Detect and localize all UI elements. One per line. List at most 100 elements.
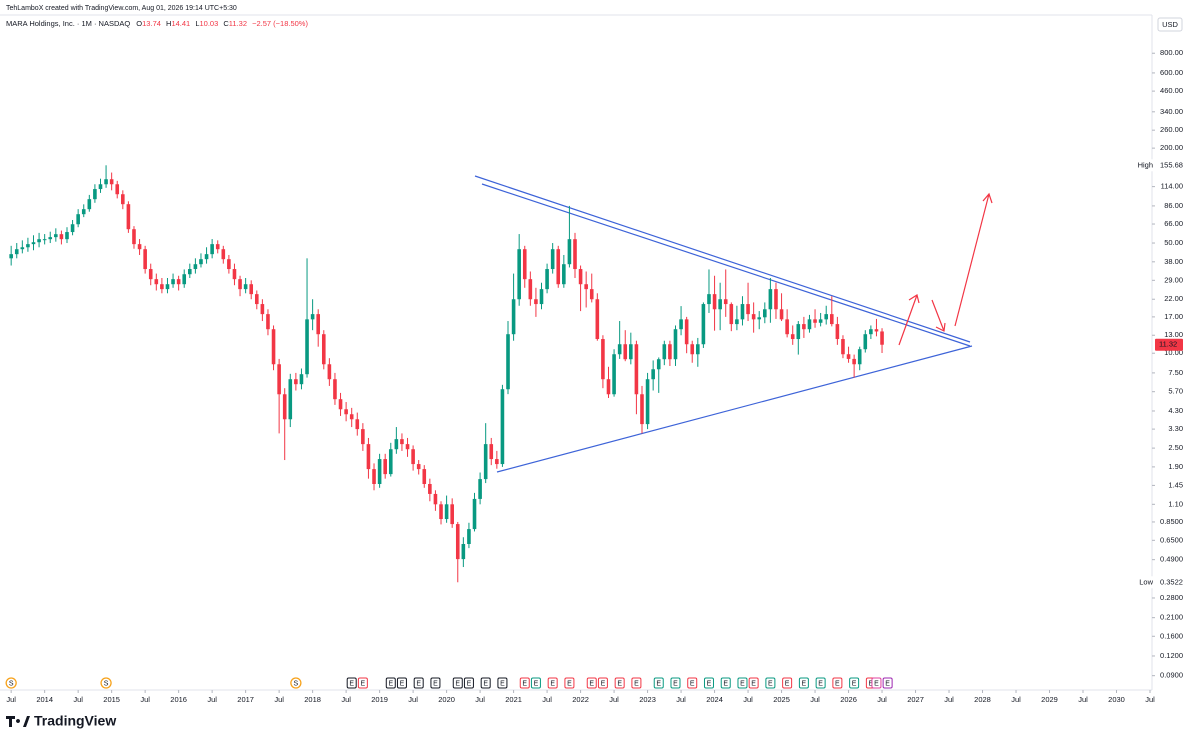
y-tick-label: 200.00 [1160,143,1183,152]
candle-body [483,444,488,480]
arrow [931,299,946,332]
candle-body [199,259,203,265]
event-label: E [589,680,594,687]
x-tick-label: Jul [475,695,485,704]
candle-body [338,399,343,410]
event-label: E [885,680,890,687]
candle-body [204,254,209,260]
candle-body [48,237,53,240]
candle-body [545,269,549,290]
candle-body [305,319,309,375]
candle-body [388,449,393,475]
candle-body [288,379,293,420]
event-icon [871,677,882,689]
candle-body [210,244,214,255]
candle-body [506,334,510,390]
y-tick-label: 0.4900 [1160,555,1183,564]
candle-body [813,319,817,323]
candle-body [260,304,265,315]
x-tick-label: 2030 [1108,695,1125,704]
x-tick-label: Jul [140,695,150,704]
event-icon [290,677,302,689]
y-tick-label: 600.00 [1160,68,1183,77]
candle-body [14,249,19,255]
candle-body [321,334,326,365]
currency-box[interactable] [1157,17,1183,32]
event-label: E [500,680,505,687]
candle-body [93,189,97,200]
x-tick-label: 2014 [36,695,53,704]
event-label: S [104,680,109,687]
event-icon [396,677,407,689]
event-label: E [534,680,539,687]
candle-body [98,184,103,190]
candle-body [729,304,734,325]
event-icon [782,677,793,689]
event-icon [653,677,664,689]
logo-mark [6,716,30,727]
y-tick-label: 4.30 [1168,406,1183,415]
candle-body [81,209,86,215]
candle-body [696,344,700,355]
y-tick-label: 22.00 [1164,294,1183,303]
trendline [496,345,973,473]
candle-body [584,284,588,290]
candle-body [266,314,270,330]
x-tick-label: 2024 [706,695,723,704]
candle-body [779,309,784,320]
x-tick-label: 2028 [974,695,991,704]
candle-body [355,419,360,430]
candle-body [679,319,683,330]
candle-body [718,299,722,310]
y-tick-label: 17.00 [1164,312,1183,321]
candle-body [522,249,527,280]
y-tick-label: 3.30 [1168,424,1183,433]
candle-body [467,529,471,544]
drawings [474,175,993,473]
candle-body [31,242,36,245]
candle-body [880,331,884,345]
ohlc-value: 13.74 [142,19,161,28]
candle-body [394,439,399,450]
candle-body [595,299,600,340]
price-marker-value: 155.68 [1160,160,1183,169]
candle-body [673,329,678,360]
x-tick-label: Jul [1078,695,1088,704]
event-label: E [818,680,823,687]
candle-body [333,379,337,400]
candle-body [294,379,298,385]
y-tick-label: 38.00 [1164,257,1183,266]
event-icon [497,677,508,689]
y-tick-label: 260.00 [1160,125,1183,134]
candle-body [450,504,454,525]
candle-body [282,394,287,420]
x-tick-label: 2023 [639,695,656,704]
price-marker-value: 0.3522 [1160,577,1183,586]
event-label: E [416,680,421,687]
candle-body [489,444,494,460]
y-tick-label: 0.1200 [1160,651,1183,660]
x-tick-label: 2017 [237,695,254,704]
last-price: 11.32 [1159,340,1177,349]
event-icon [798,677,809,689]
event-label: E [433,680,438,687]
candle-body [824,314,829,320]
event-icon [586,677,597,689]
event-label: E [690,680,695,687]
candle-body [37,239,41,243]
candle-body [316,314,321,335]
candle-body [623,344,628,360]
candle-body [249,284,254,295]
ohlc-label: H [166,19,171,28]
currency[interactable]: USD [1162,20,1178,29]
event-icon [614,677,625,689]
x-tick-label: 2026 [840,695,857,704]
event-icon [670,677,681,689]
candle-body [221,249,226,260]
candle-body [383,459,387,475]
x-tick-label: 2025 [773,695,790,704]
candle-body [327,364,332,380]
candle-body [137,244,142,250]
candle-body [763,309,767,318]
